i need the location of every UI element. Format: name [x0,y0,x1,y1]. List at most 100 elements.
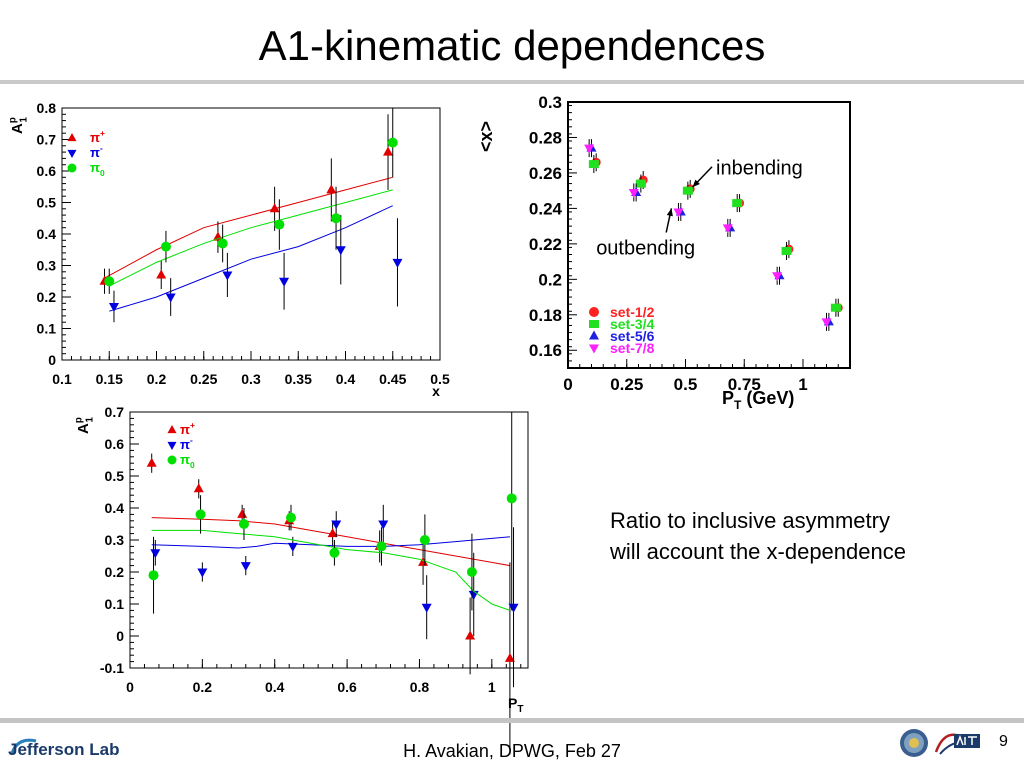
annotation-outbending: outbending [596,238,695,260]
legend-marker [589,320,599,328]
data-point [584,144,595,154]
data-point [722,224,733,234]
plot-mean-x-vs-pt: 0 0.25 0.5 0.75 1 0.16 0.18 0.2 0.22 0.24 0.26 0.28… [476,93,851,412]
legend-label: set-5/6 [610,328,655,344]
y-tick-label: 0.26 [529,164,562,183]
x-tick-label: 0.4 [265,679,285,695]
data-point [329,547,340,558]
y-tick-label: 0.22 [529,235,562,254]
jsa-logo-icon [934,733,980,755]
x-tick-label: 0.5 [430,371,450,387]
x-tick-label: 0 [563,375,572,394]
data-point [274,219,285,230]
data-point [240,562,251,572]
data-point [217,238,228,249]
legend-marker [167,455,177,465]
y-tick-label: 0.4 [37,226,57,242]
doe-seal-icon [900,729,928,757]
y-tick-label: 0.28 [529,128,562,147]
data-point [326,184,337,194]
data-point [830,303,841,312]
y-tick-label: 0 [48,352,56,368]
y-tick-label: 0.16 [529,341,562,360]
legend-marker [589,330,599,340]
x-tick-label: 0.25 [190,371,217,387]
data-point [465,630,476,640]
data-point [269,203,280,213]
x-tick-label: 0.15 [96,371,123,387]
data-point [156,269,167,279]
x-axis-label: PT (GeV) [722,388,794,412]
fit-curve [104,176,393,279]
x-axis-label: PT [508,695,523,715]
y-tick-label: 0.1 [105,596,125,612]
data-point [466,567,477,577]
x-tick-label: 1 [488,679,496,695]
data-point [772,272,783,282]
data-point [331,213,342,224]
legend-marker [167,425,177,434]
x-tick-label: 0.5 [674,375,698,394]
legend-label: set-3/4 [610,316,655,332]
legend-label: set-7/8 [610,340,655,356]
fit-curve [151,536,510,549]
legend-marker [67,133,77,142]
data-point [504,652,515,662]
x-tick-label: 0.8 [410,679,430,695]
y-tick-label: 0.7 [105,404,125,420]
y-tick-label: 0.2 [37,289,57,305]
data-point [419,535,430,545]
data-point [331,520,342,530]
y-tick-label: 0.7 [37,131,57,147]
footer-author: H. Avakian, DPWG, Feb 27 [403,741,621,761]
x-tick-label: 0.35 [285,371,312,387]
legend-label: π- [180,435,193,452]
x-tick-label: 1 [798,375,807,394]
data-point [193,483,204,493]
data-point [286,512,297,523]
data-point [165,293,176,303]
slide-title: A1-kinematic dependences [258,22,766,69]
data-point [387,137,398,148]
data-point [418,556,429,566]
y-tick-label: 0.2 [538,270,562,289]
data-point [108,302,119,312]
plot-a1-vs-pt: 0 0.2 0.4 0.6 0.8 1-0.100.10.20.30.40.50.60.7… [73,404,529,755]
page-number: 9 [999,733,1008,750]
data-point [335,246,346,256]
data-point [279,277,290,287]
legend-label: π0 [180,452,195,470]
data-point [146,457,157,467]
data-point [237,508,248,518]
y-tick-label: 0.1 [37,320,57,336]
data-point [327,528,338,538]
y-tick-label: -0.1 [100,660,124,676]
legend-label: π+ [180,420,195,437]
fit-curve [151,529,511,611]
annotation-arrowhead [666,208,673,217]
plot-frame [61,107,441,361]
y-tick-label: 0.3 [37,257,57,273]
note-line-2: will account the x-dependence [610,539,906,564]
legend-marker [589,307,599,317]
data-point [195,509,206,520]
data-point [508,603,519,613]
y-tick-label: 0.6 [105,436,125,452]
data-point [732,199,743,208]
y-tick-label: 0 [116,628,124,644]
jefferson-lab-logo-text: Jefferson Lab [8,740,119,759]
x-tick-label: 0.6 [337,679,357,695]
y-tick-label: 0.3 [538,93,562,112]
y-axis-label: Ap1 [7,116,29,134]
x-tick-label: 0.75 [728,375,761,394]
data-point [383,146,394,156]
legend-marker [67,163,77,173]
legend-marker [589,344,599,354]
y-tick-label: 0.2 [105,564,125,580]
partner-logos [900,729,980,757]
y-tick-label: 0.6 [37,163,57,179]
data-point [378,520,389,530]
y-tick-label: 0.5 [37,194,57,210]
data-point [148,570,159,581]
data-point [376,541,387,552]
